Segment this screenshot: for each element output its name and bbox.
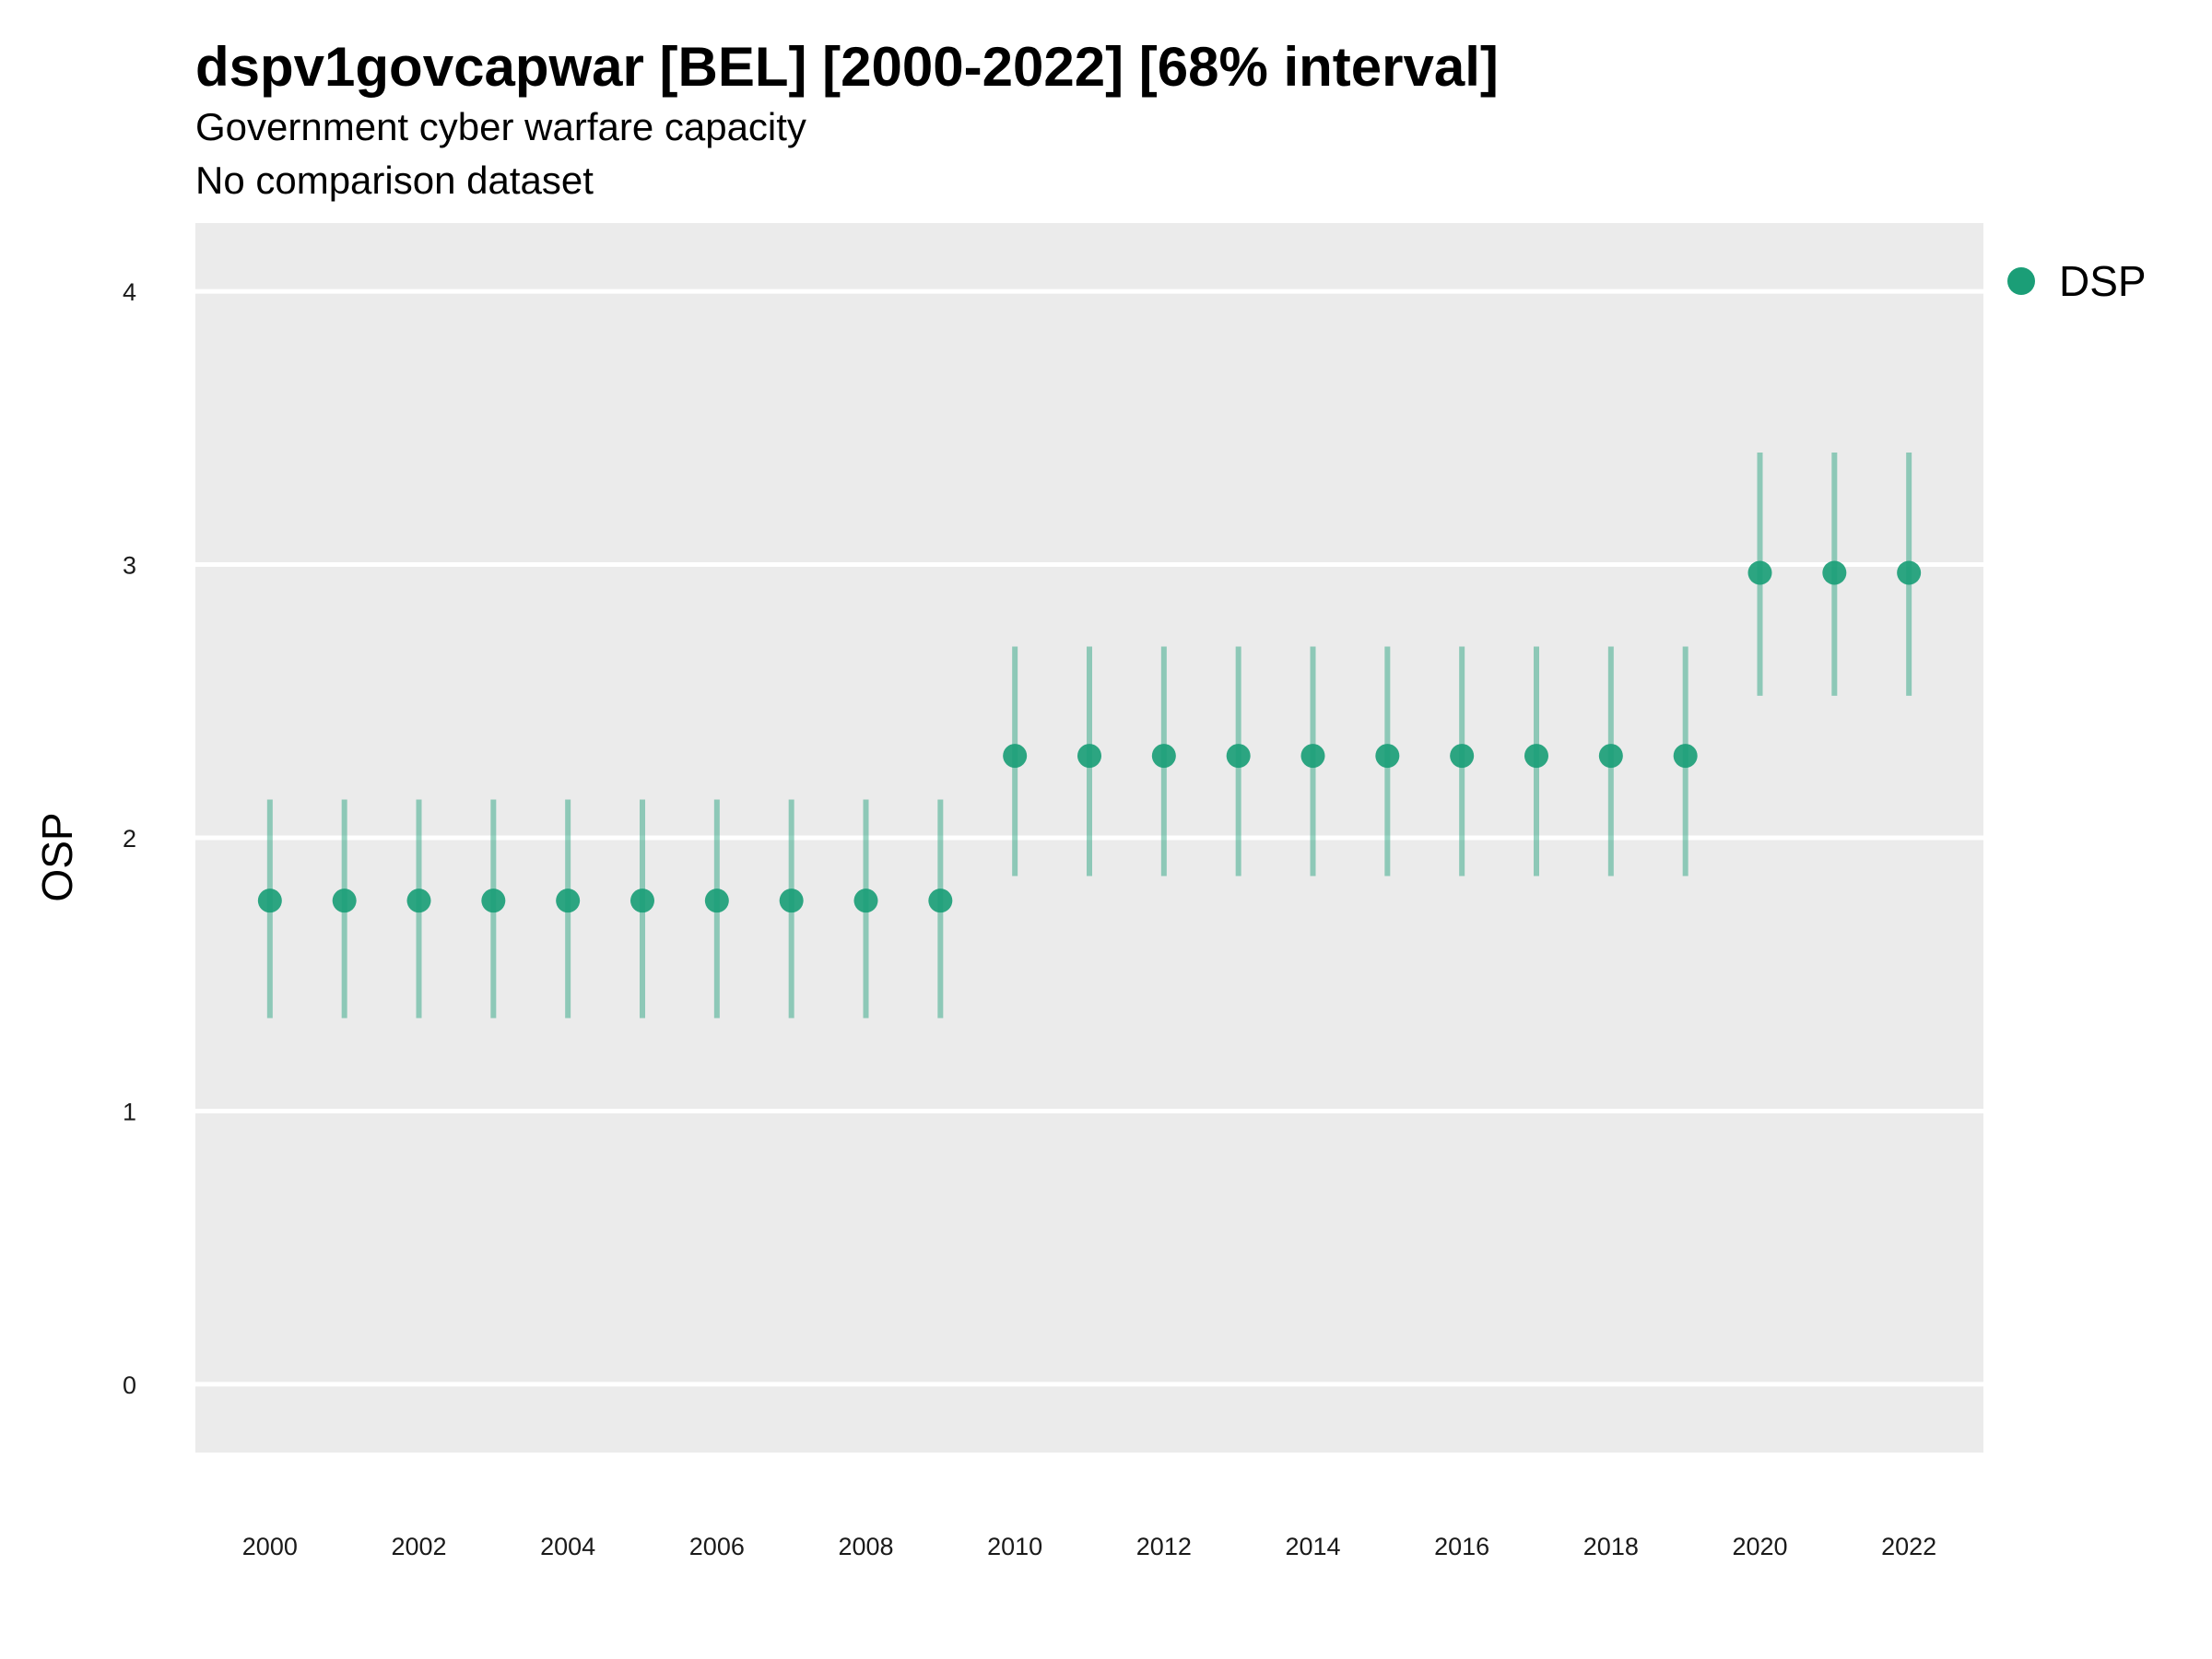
data-point-2007 [779, 888, 804, 913]
data-point-2016 [1450, 744, 1475, 769]
x-tick-label-2004: 2004 [540, 1533, 595, 1560]
x-tick-label-2020: 2020 [1732, 1533, 1787, 1560]
data-point-2005 [630, 888, 654, 913]
data-point-2006 [704, 888, 729, 913]
y-tick-label-0: 0 [123, 1371, 136, 1399]
data-points [257, 560, 1922, 913]
data-point-2017 [1524, 744, 1548, 769]
data-point-2009 [928, 888, 953, 913]
chart-subtitle-comparison: No comparison dataset [195, 159, 594, 202]
data-point-2000 [257, 888, 282, 913]
x-tick-label-2000: 2000 [242, 1533, 298, 1560]
data-point-2013 [1226, 744, 1251, 769]
y-axis-ticks: 0 1 2 3 4 [123, 278, 136, 1399]
chart-title: dspv1govcapwar [BEL] [2000-2022] [68% in… [195, 36, 1499, 98]
x-tick-label-2022: 2022 [1881, 1533, 1936, 1560]
data-point-2012 [1151, 744, 1176, 769]
legend-label: DSP [2059, 257, 2147, 305]
data-point-2022 [1897, 560, 1922, 585]
x-axis-ticks: 2000 2002 2004 2006 2008 2010 2012 2014 2016 2018… [242, 1533, 1936, 1560]
legend-marker [2007, 267, 2035, 295]
data-point-2001 [332, 888, 357, 913]
x-tick-label-2006: 2006 [689, 1533, 745, 1560]
data-point-2008 [853, 888, 878, 913]
grid-lines [195, 288, 1983, 1387]
x-tick-label-2018: 2018 [1583, 1533, 1639, 1560]
legend: DSP [2007, 256, 2147, 306]
data-point-2014 [1300, 744, 1325, 769]
data-point-2004 [556, 888, 581, 913]
y-tick-label-1: 1 [123, 1098, 136, 1125]
data-point-2020 [1747, 560, 1772, 585]
y-tick-label-4: 4 [123, 278, 136, 306]
data-point-2019 [1673, 744, 1698, 769]
data-point-2003 [481, 888, 506, 913]
data-point-2010 [1003, 744, 1028, 769]
data-point-2021 [1822, 560, 1847, 585]
x-tick-label-2010: 2010 [987, 1533, 1042, 1560]
x-tick-label-2012: 2012 [1136, 1533, 1192, 1560]
y-tick-label-3: 3 [123, 552, 136, 580]
y-tick-label-2: 2 [123, 825, 136, 853]
x-tick-label-2002: 2002 [391, 1533, 446, 1560]
data-point-2002 [406, 888, 431, 913]
data-point-2015 [1375, 744, 1400, 769]
data-point-2011 [1077, 744, 1101, 769]
chart-subtitle: Government cyber warfare capacity [195, 105, 806, 148]
x-tick-label-2014: 2014 [1285, 1533, 1340, 1560]
x-tick-label-2008: 2008 [838, 1533, 893, 1560]
data-point-2018 [1598, 744, 1623, 769]
x-tick-label-2016: 2016 [1434, 1533, 1489, 1560]
